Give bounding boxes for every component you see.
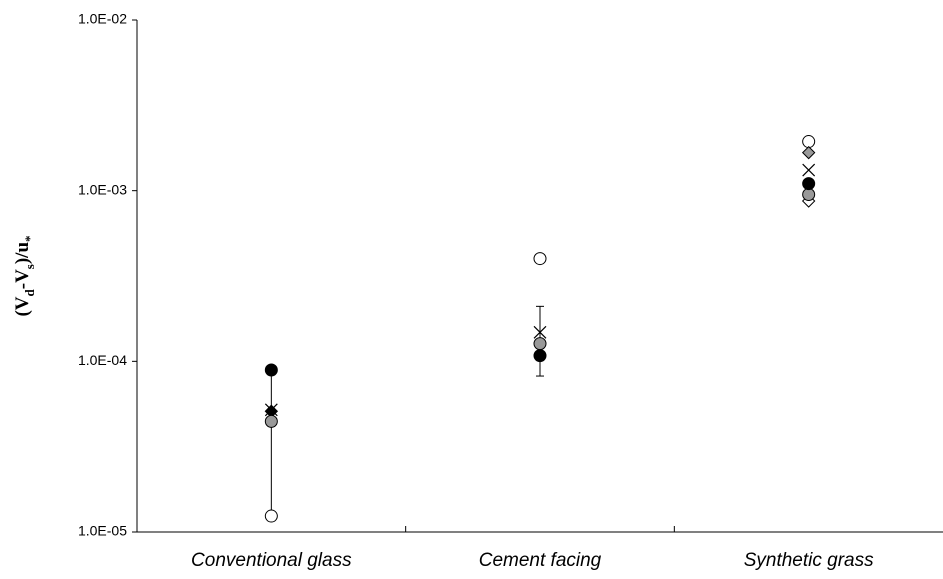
x-tick-label: Cement facing: [479, 550, 602, 571]
point: [264, 363, 278, 377]
x-tick-label: Synthetic grass: [744, 550, 874, 571]
point: [802, 187, 816, 201]
y-label-part: )/u: [12, 242, 33, 265]
y-label-part: d: [22, 288, 37, 296]
point: [533, 252, 547, 266]
y-label-part: s: [22, 264, 37, 269]
point: [801, 145, 816, 160]
y-tick-label: 1.0E-04: [78, 352, 127, 368]
error-bar: [267, 369, 276, 517]
point: [264, 509, 278, 523]
y-label-part: (V: [12, 296, 33, 316]
y-tick-label: 1.0E-02: [78, 11, 127, 27]
point: [802, 177, 816, 191]
y-tick-label: 1.0E-05: [78, 523, 127, 539]
point: [533, 325, 547, 339]
y-label-part: *: [22, 235, 37, 242]
y-label-part: -V: [12, 269, 33, 289]
point: [802, 163, 816, 177]
point: [264, 403, 278, 417]
y-tick-label: 1.0E-03: [78, 181, 127, 197]
point: [533, 349, 547, 363]
point: [264, 414, 278, 428]
x-tick-label: Conventional glass: [191, 550, 352, 571]
point: [802, 135, 816, 149]
y-axis-label: (Vd-Vs)/u*: [12, 235, 37, 316]
point: [533, 337, 547, 351]
